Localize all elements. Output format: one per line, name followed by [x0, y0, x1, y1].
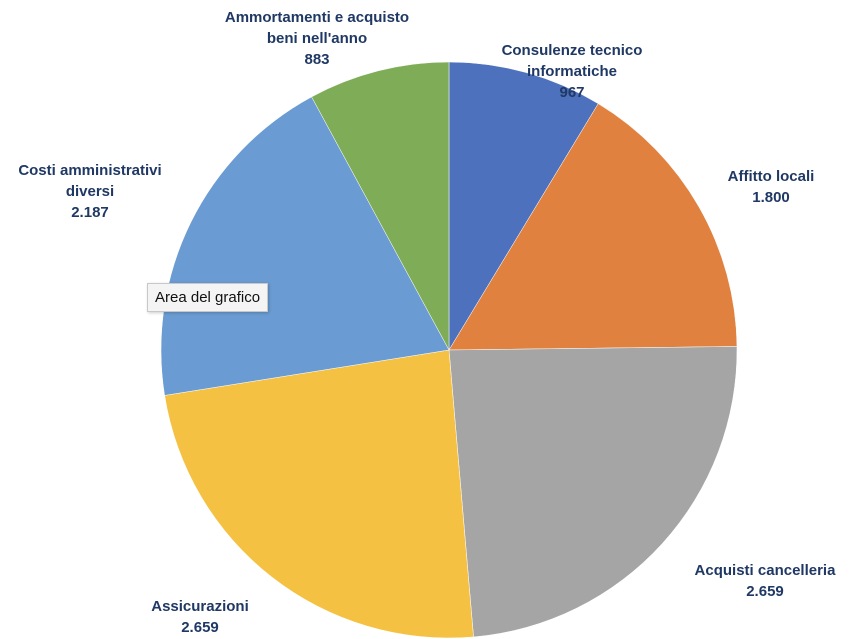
category-label: Acquisti cancelleria	[694, 562, 836, 579]
value-label: 967	[559, 84, 585, 101]
data-label: Assicurazioni 2.659	[151, 596, 249, 638]
pie-slice	[164, 349, 474, 639]
category-label: Consulenze tecnico informatiche	[501, 42, 643, 80]
value-label: 2.659	[746, 583, 784, 600]
data-label: Affitto locali 1.800	[728, 166, 815, 208]
tooltip: Area del grafico	[147, 283, 269, 312]
pie-slice	[160, 96, 450, 396]
category-label: Ammortamenti e acquisto beni nell'anno	[224, 9, 410, 47]
pie-slice	[311, 61, 450, 351]
value-label: 2.187	[71, 204, 109, 221]
pie-slice	[448, 103, 738, 351]
data-label: Costi amministrativi diversi 2.187	[0, 160, 180, 223]
value-label: 883	[304, 51, 330, 68]
category-label: Assicurazioni	[151, 598, 249, 615]
pie-slice	[448, 346, 738, 638]
category-label: Costi amministrativi diversi	[18, 162, 162, 200]
category-label: Affitto locali	[727, 168, 815, 185]
data-label: Acquisti cancelleria 2.659	[695, 560, 836, 602]
data-label: Consulenze tecnico informatiche 967	[485, 40, 660, 103]
pie-slice	[448, 61, 599, 351]
value-label: 1.800	[752, 189, 790, 206]
value-label: 2.659	[181, 619, 219, 636]
data-label: Ammortamenti e acquisto beni nell'anno 88…	[210, 7, 425, 70]
